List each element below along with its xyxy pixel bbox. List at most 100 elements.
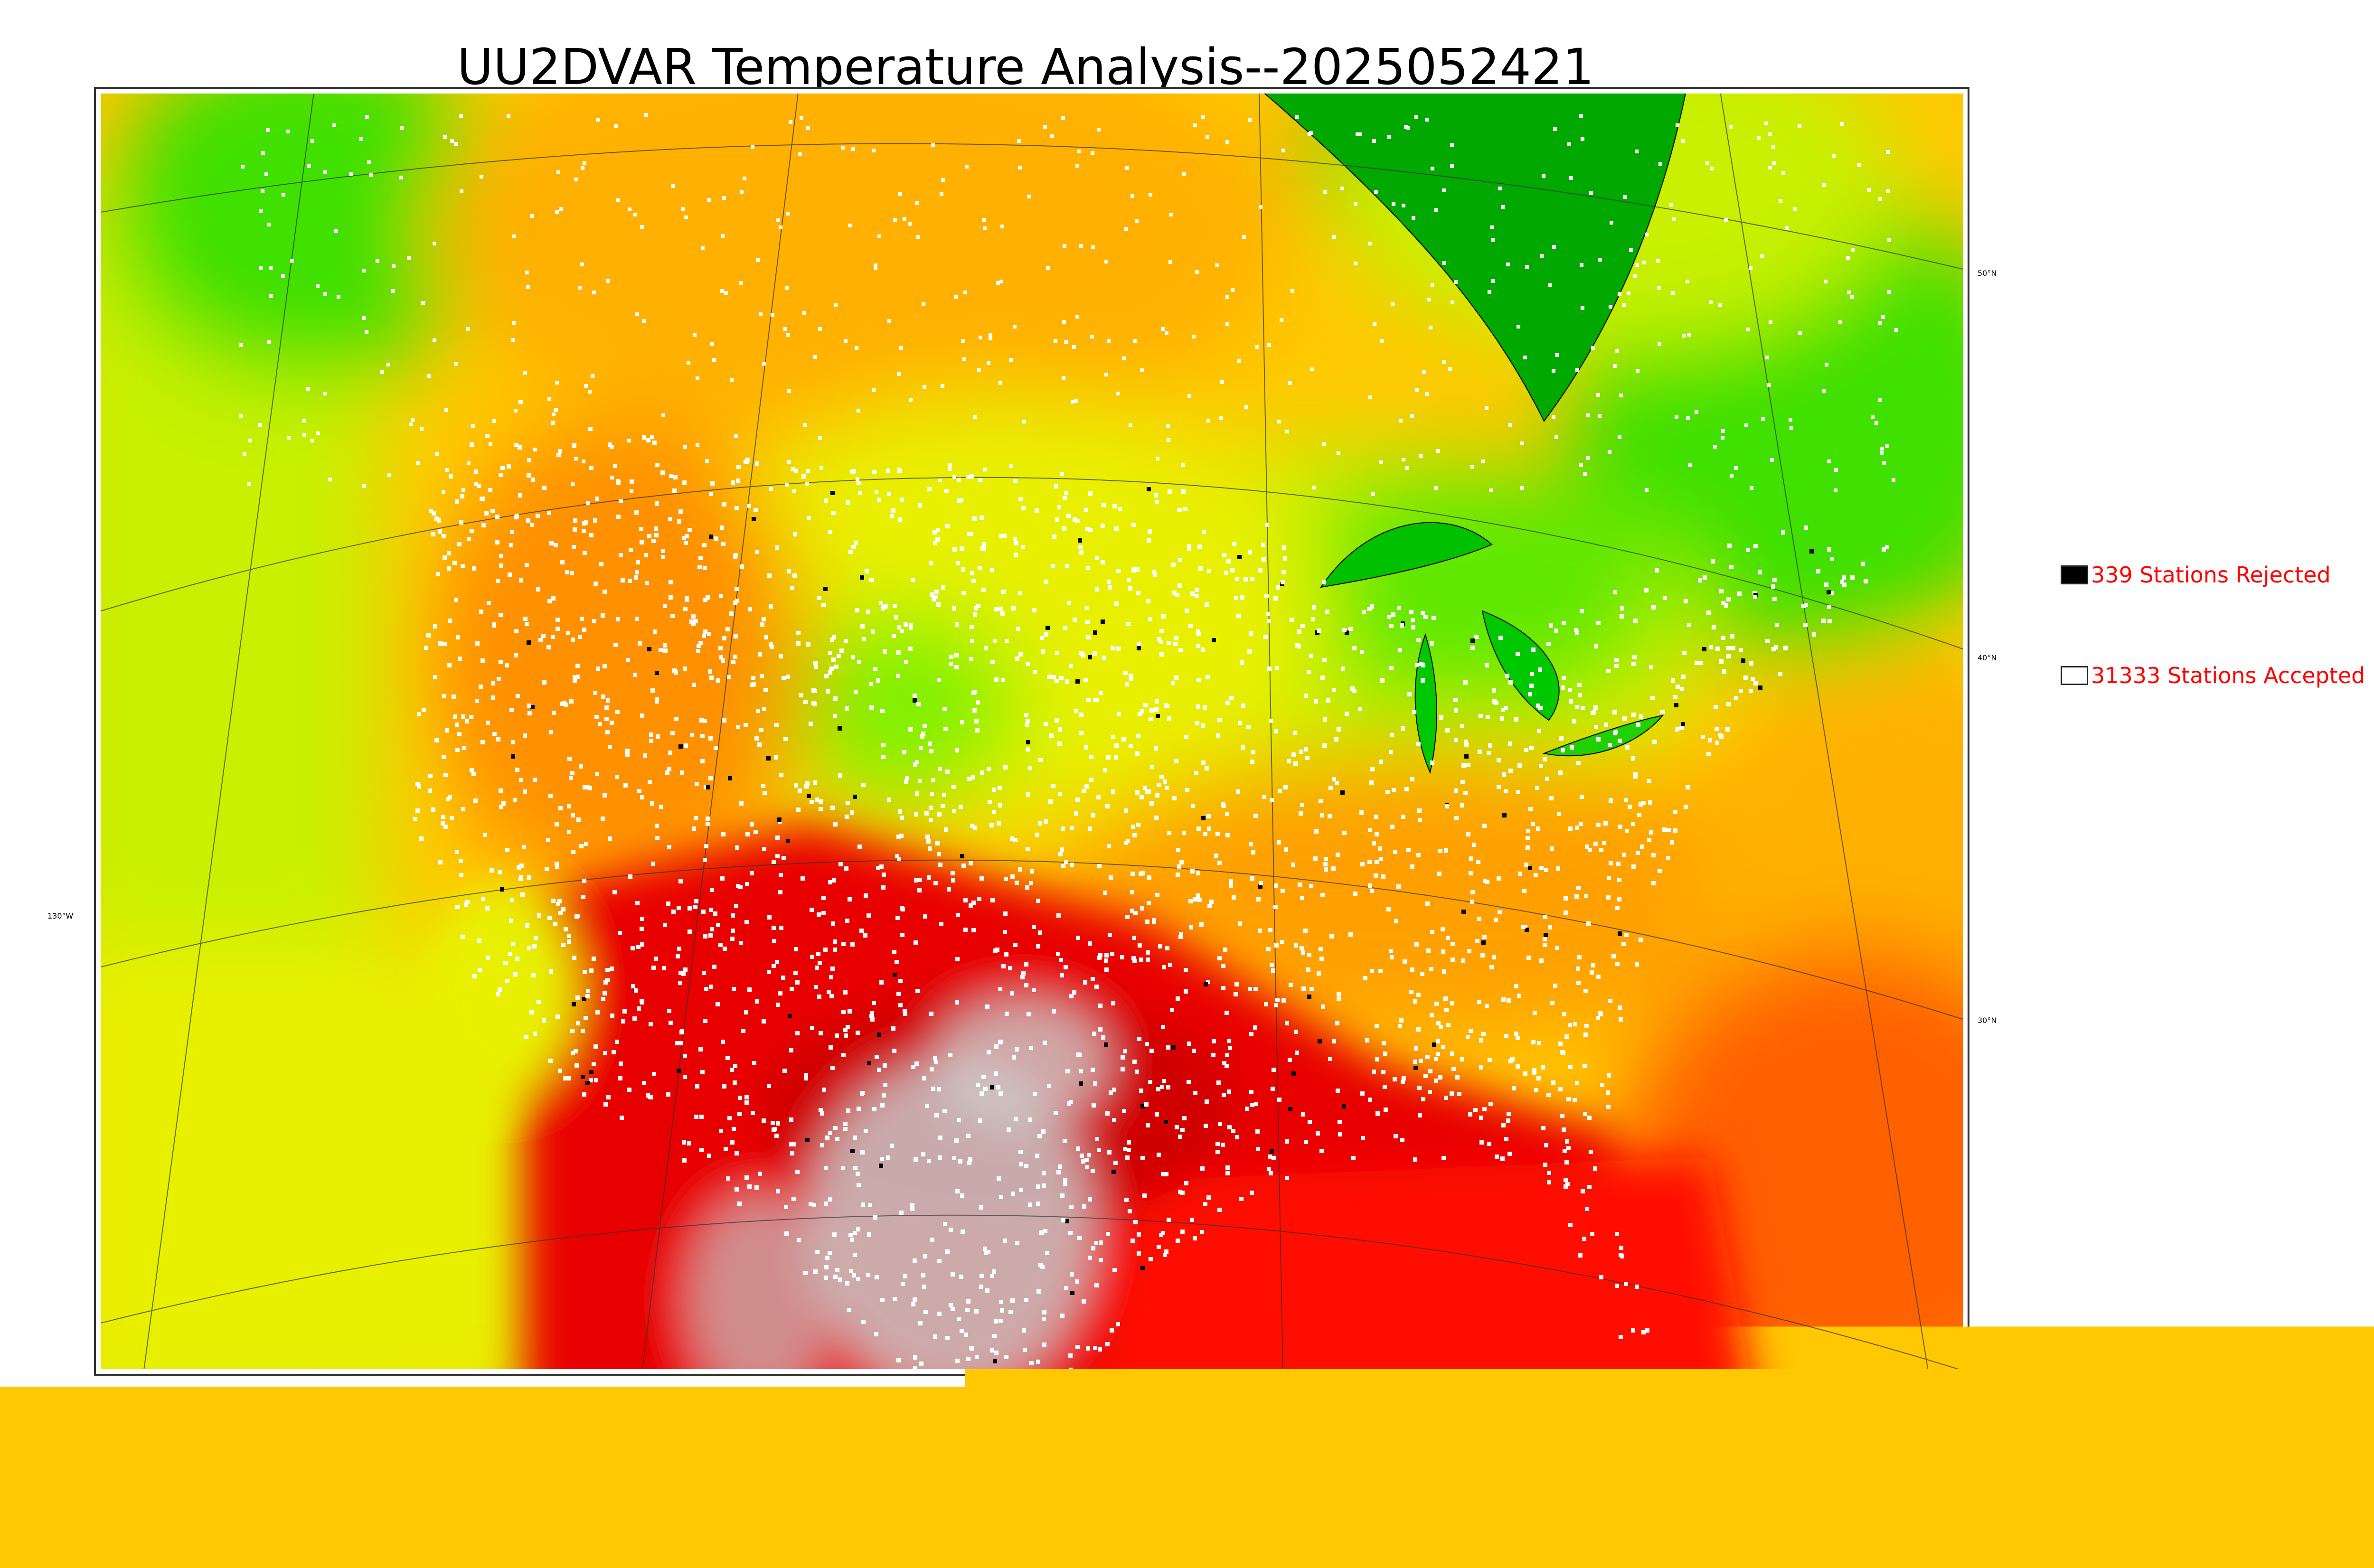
station-dot — [1767, 383, 1771, 387]
station-dot — [1624, 798, 1628, 802]
station-dot — [710, 927, 714, 931]
station-dot — [1026, 740, 1030, 744]
station-dot — [775, 960, 779, 964]
station-dot — [1636, 723, 1640, 727]
station-dot — [791, 1142, 796, 1146]
station-dot — [732, 1127, 736, 1131]
station-dot — [1624, 1282, 1628, 1286]
station-dot — [984, 646, 988, 650]
colorbar — [478, 1456, 1593, 1512]
station-dot — [1323, 717, 1327, 722]
station-dot — [993, 639, 997, 643]
station-dot — [259, 266, 263, 270]
station-dot — [937, 852, 941, 856]
station-dot — [1225, 1165, 1230, 1170]
station-dot — [1085, 606, 1089, 610]
station-dot — [817, 596, 821, 600]
station-dot — [536, 514, 540, 518]
station-dot — [551, 635, 555, 639]
station-dot — [1609, 861, 1613, 865]
station-dot — [792, 573, 797, 578]
station-dot — [1536, 1076, 1541, 1080]
station-dot — [1021, 971, 1026, 976]
station-dot — [623, 783, 628, 788]
station-dot — [1288, 381, 1292, 385]
station-dot — [1014, 553, 1018, 557]
station-dot — [1507, 1112, 1511, 1116]
station-dot — [952, 606, 956, 610]
station-dot — [701, 246, 705, 250]
station-dot — [1070, 1291, 1074, 1295]
station-dot — [444, 408, 448, 412]
station-dot — [1167, 438, 1170, 442]
station-dot — [582, 529, 586, 533]
station-dot — [581, 895, 585, 899]
station-dot — [616, 617, 620, 621]
station-dot — [841, 1010, 846, 1014]
station-dot — [1648, 800, 1652, 805]
station-dot — [979, 336, 982, 339]
station-dot — [671, 184, 675, 188]
station-dot — [1072, 345, 1076, 349]
station-dot — [586, 501, 590, 505]
station-dot — [1441, 1156, 1446, 1160]
station-dot — [1269, 719, 1273, 723]
station-dot — [835, 1137, 839, 1141]
station-dot — [1619, 394, 1623, 397]
station-dot — [985, 1005, 989, 1009]
station-dot — [413, 817, 417, 821]
station-dot — [1746, 548, 1750, 552]
station-dot — [1176, 873, 1180, 877]
station-dot — [1004, 877, 1008, 881]
station-dot — [531, 973, 536, 977]
station-dot — [570, 1029, 575, 1033]
station-dot — [1272, 1068, 1276, 1072]
station-dot — [1293, 731, 1297, 735]
station-dot — [1044, 580, 1048, 584]
station-dot — [712, 965, 716, 969]
station-dot — [1182, 1116, 1187, 1120]
station-dot — [1413, 1060, 1417, 1064]
station-dot — [828, 651, 832, 655]
station-dot — [861, 783, 866, 787]
station-dot — [856, 477, 859, 481]
rejected-label: 339 Stations Rejected — [2091, 562, 2331, 588]
station-dot — [447, 663, 452, 667]
station-dot — [1662, 827, 1667, 832]
station-dot — [1274, 943, 1279, 948]
station-dot — [1259, 881, 1263, 885]
station-dot — [668, 517, 672, 521]
station-dot — [841, 942, 846, 946]
station-dot — [565, 570, 569, 574]
station-dot — [816, 952, 820, 956]
station-dot — [1193, 897, 1197, 901]
station-dot — [778, 991, 782, 995]
station-dot — [1360, 862, 1365, 866]
station-dot — [1159, 629, 1164, 633]
station-dot — [1688, 463, 1692, 467]
station-dot — [631, 984, 635, 988]
station-dot — [722, 718, 726, 723]
station-dot — [474, 482, 478, 486]
station-dot — [1585, 1207, 1589, 1211]
station-dot — [1403, 959, 1407, 964]
station-dot — [819, 807, 823, 811]
station-dot — [1453, 698, 1458, 702]
station-dot — [1180, 1230, 1185, 1234]
station-dot — [627, 439, 631, 442]
station-dot — [797, 1238, 801, 1242]
station-dot — [791, 467, 795, 471]
station-dot — [1564, 1178, 1568, 1182]
station-dot — [1580, 795, 1584, 799]
station-dot — [1426, 948, 1431, 953]
station-dot — [1470, 638, 1475, 643]
station-dot — [1517, 325, 1520, 329]
station-dot — [1123, 1147, 1127, 1151]
station-dot — [508, 952, 512, 956]
station-dot — [514, 653, 518, 657]
station-dot — [585, 994, 590, 998]
station-dot — [1564, 911, 1568, 915]
station-dot — [556, 627, 560, 631]
station-dot — [1191, 804, 1195, 808]
station-dot — [1596, 975, 1601, 979]
